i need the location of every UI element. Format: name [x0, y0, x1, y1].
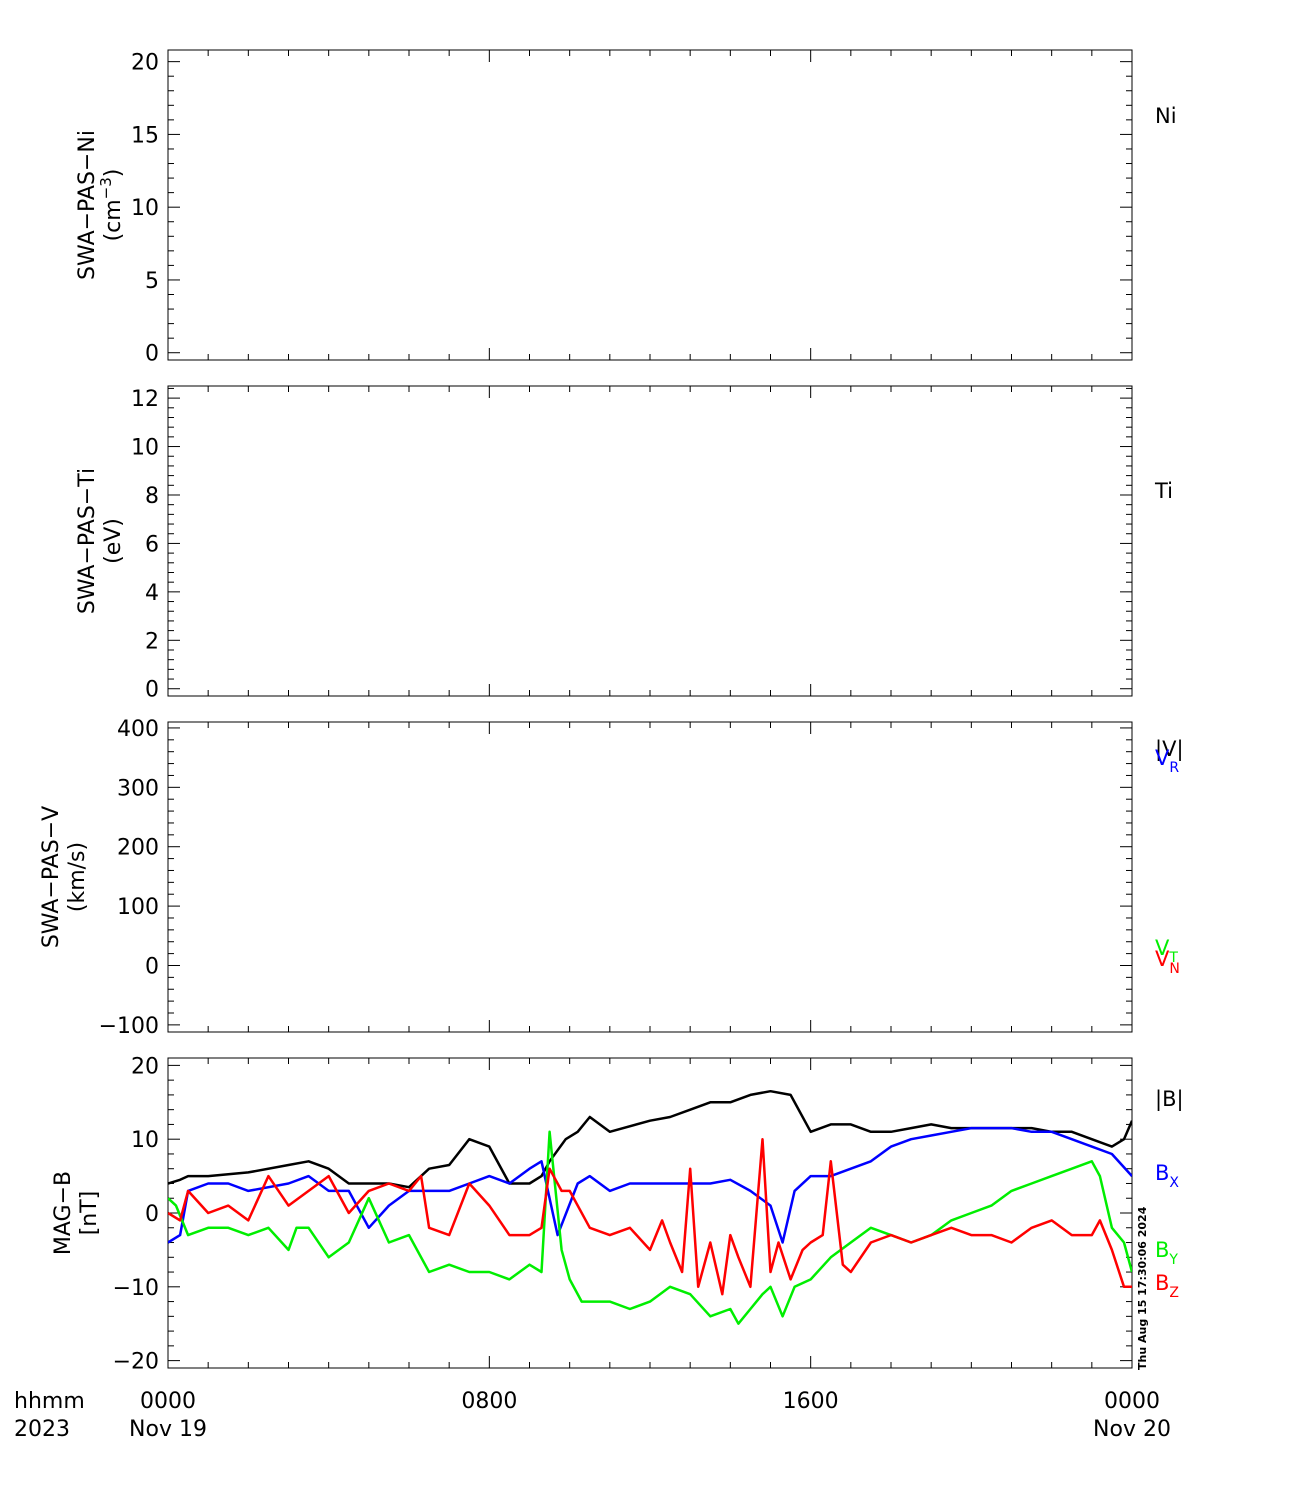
series-line-BY — [168, 1130, 1132, 1325]
x-axis-label-hhmm: hhmm — [14, 1389, 85, 1414]
legend-entry: Ti — [1154, 479, 1173, 503]
y-tick-label: 0 — [145, 1202, 159, 1227]
x-tick-label: 0000 — [140, 1389, 196, 1414]
series-line-BX — [168, 1126, 1132, 1244]
x-axis-label-year: 2023 — [14, 1417, 70, 1442]
x-tick-date: Nov 19 — [129, 1417, 207, 1442]
series-line-abs-Babs- — [168, 1089, 1132, 1189]
legend-entry: |V| — [1155, 737, 1184, 762]
x-tick-date: Nov 20 — [1093, 1417, 1171, 1442]
y-tick-label: 10 — [131, 196, 159, 221]
x-tick-label: 1600 — [783, 1389, 839, 1414]
panel-2: 0 2 4 6 8 10 12 SWA−PAS−Ti (eV) Ti — [75, 385, 1173, 703]
x-axis-labels: hhmm 2023 0000 Nov 19 0800 1600 0000 Nov 20 — [14, 1389, 1171, 1442]
y-axis-label: SWA−PAS−Ni — [75, 130, 100, 280]
plot-frame — [167, 721, 1133, 1033]
y-axis-label: (km/s) — [65, 842, 90, 912]
y-tick-label: −10 — [113, 1276, 159, 1301]
y-tick-label: 20 — [131, 51, 159, 76]
y-axis-label: (cm−3) — [97, 169, 126, 242]
plot-frame — [167, 49, 1133, 361]
timestamp: Thu Aug 15 17:30:06 2024 — [1136, 1206, 1149, 1370]
y-tick-label: 8 — [145, 484, 159, 509]
y-tick-label: 400 — [117, 717, 159, 742]
y-tick-label: 20 — [131, 1054, 159, 1079]
panel-1: 0 5 10 15 20 SWA−PAS−Ni (cm−3) Ni — [75, 49, 1177, 367]
y-tick-label: 100 — [117, 895, 159, 920]
plot-frame — [167, 1057, 1133, 1369]
y-axis-label: [nT] — [77, 1191, 102, 1236]
y-tick-label: 300 — [117, 776, 159, 801]
chart-panels: 0 5 10 15 20 SWA−PAS−Ni (cm−3) Ni 0 2 4 6 8 10 12 SWA−P… — [39, 49, 1184, 1375]
y-axis-label: SWA−PAS−V — [39, 806, 64, 948]
legend-entry: BY — [1155, 1238, 1178, 1268]
x-tick-label: 0800 — [461, 1389, 517, 1414]
x-tick-label: 0000 — [1104, 1389, 1160, 1414]
y-tick-label: 6 — [145, 532, 159, 557]
y-tick-label: 12 — [131, 387, 159, 412]
y-axis-label: (eV) — [101, 518, 126, 564]
y-tick-label: 10 — [131, 1128, 159, 1153]
series-line-BZ — [168, 1137, 1132, 1296]
y-tick-label: 15 — [131, 123, 159, 148]
legend-entry: BX — [1155, 1161, 1179, 1191]
y-tick-label: 0 — [145, 678, 159, 703]
legend-entry: Ni — [1155, 104, 1177, 128]
y-tick-label: 200 — [117, 836, 159, 861]
plot-frame — [167, 385, 1133, 697]
y-tick-label: 10 — [131, 436, 159, 461]
y-tick-label: −20 — [113, 1350, 159, 1375]
y-tick-label: −100 — [99, 1014, 159, 1039]
legend-entry: BZ — [1155, 1271, 1179, 1301]
y-tick-label: 5 — [145, 269, 159, 294]
y-tick-label: 0 — [145, 342, 159, 367]
y-axis-label: MAG−B — [51, 1171, 76, 1255]
y-tick-label: 0 — [145, 954, 159, 979]
y-axis-label: SWA−PAS−Ti — [75, 468, 100, 614]
y-tick-label: 4 — [145, 581, 159, 606]
y-tick-label: 2 — [145, 629, 159, 654]
legend-entry: |B| — [1155, 1087, 1184, 1112]
